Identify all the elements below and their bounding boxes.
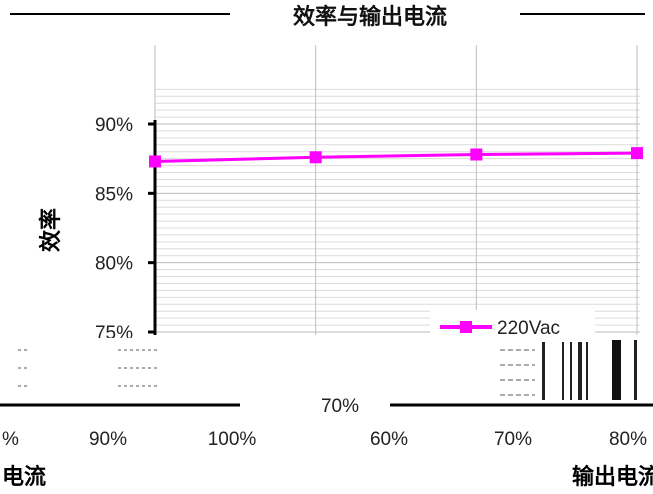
y-tick-label: 90% xyxy=(95,115,133,136)
x-axis-label: 输出电流 xyxy=(572,464,653,489)
title-band: 效率与输出电流 xyxy=(10,4,645,29)
chart-title: 效率与输出电流 xyxy=(293,4,447,29)
data-point xyxy=(309,151,322,164)
series-line-220vac xyxy=(154,151,638,163)
legend-marker xyxy=(460,321,472,333)
y-tick-label: 80% xyxy=(95,254,133,275)
overlay-tick-3: 70% xyxy=(321,396,359,417)
legend-label: 220Vac xyxy=(497,318,560,339)
data-point xyxy=(149,155,161,168)
y-axis-label: 效率 xyxy=(38,208,63,252)
plot-area xyxy=(155,45,640,335)
grid xyxy=(154,45,640,335)
series-layer xyxy=(149,147,643,168)
data-point xyxy=(470,148,483,161)
x-axis-label-fragment: 电流 xyxy=(2,464,46,489)
x-tick-1: 70% xyxy=(494,429,532,450)
x-tick-2: 80% xyxy=(609,429,647,450)
overlay-tick-2: 100% xyxy=(208,429,257,450)
data-point xyxy=(631,147,643,160)
overlay-bars xyxy=(542,340,637,400)
overlay-tick-1: 90% xyxy=(89,429,127,450)
overlay-dashes xyxy=(18,349,535,396)
x-ticks: % 90% 100% 70% 60% 70% 80% xyxy=(2,396,647,450)
y-tick-label: 85% xyxy=(95,184,133,205)
y-ticks: 75%80%85%90% xyxy=(95,115,155,344)
legend: 220Vac xyxy=(430,310,595,342)
x-tick-0: 60% xyxy=(370,429,408,450)
overlay-tick-0: % xyxy=(2,429,19,450)
